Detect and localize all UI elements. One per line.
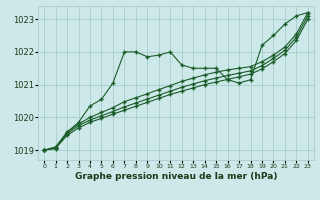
X-axis label: Graphe pression niveau de la mer (hPa): Graphe pression niveau de la mer (hPa)	[75, 172, 277, 181]
